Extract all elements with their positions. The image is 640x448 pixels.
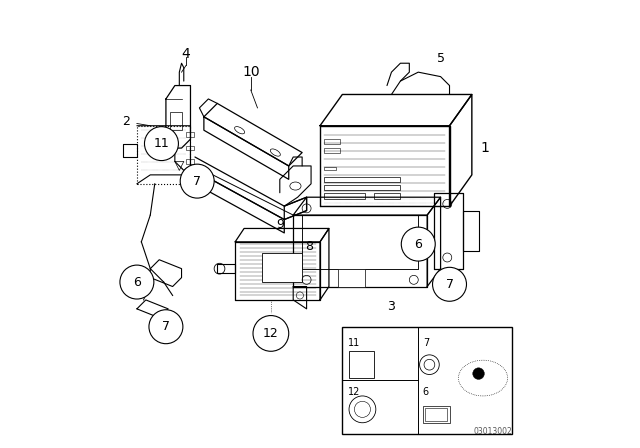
- Bar: [186, 133, 194, 137]
- Text: 11: 11: [348, 338, 360, 348]
- Circle shape: [145, 127, 179, 160]
- Circle shape: [180, 164, 214, 198]
- Text: 8: 8: [305, 240, 313, 253]
- Bar: [324, 185, 401, 190]
- Text: 9: 9: [276, 217, 284, 231]
- Text: 6: 6: [414, 237, 422, 250]
- Bar: [324, 139, 340, 144]
- Text: 10: 10: [242, 65, 260, 79]
- Bar: [324, 167, 335, 170]
- Bar: [324, 193, 365, 199]
- Bar: [302, 215, 419, 269]
- Text: 7: 7: [445, 278, 454, 291]
- Text: 11: 11: [154, 137, 170, 150]
- Text: 12: 12: [263, 327, 279, 340]
- Circle shape: [473, 368, 484, 379]
- Bar: [170, 112, 182, 130]
- Text: 7: 7: [162, 320, 170, 333]
- Circle shape: [253, 315, 289, 351]
- Text: 03013002: 03013002: [474, 427, 512, 436]
- Bar: [186, 159, 194, 164]
- Text: 6: 6: [133, 276, 141, 289]
- Bar: [342, 327, 512, 434]
- Bar: [423, 406, 449, 423]
- Text: 3: 3: [388, 300, 396, 313]
- Bar: [425, 408, 447, 421]
- Text: 12: 12: [348, 387, 360, 397]
- Circle shape: [120, 265, 154, 299]
- Bar: [186, 146, 194, 151]
- Bar: [374, 193, 401, 199]
- Bar: [349, 351, 374, 378]
- Bar: [338, 269, 365, 287]
- Text: 7: 7: [423, 338, 429, 348]
- Text: 7: 7: [193, 175, 201, 188]
- Bar: [262, 253, 302, 282]
- Text: 4: 4: [182, 47, 190, 61]
- Bar: [324, 177, 401, 182]
- Circle shape: [149, 310, 183, 344]
- Bar: [324, 148, 340, 152]
- Text: 5: 5: [436, 52, 445, 65]
- Text: 6: 6: [423, 387, 429, 397]
- Circle shape: [401, 227, 435, 261]
- Circle shape: [433, 267, 467, 301]
- Text: 2: 2: [122, 115, 130, 128]
- Text: 1: 1: [481, 141, 490, 155]
